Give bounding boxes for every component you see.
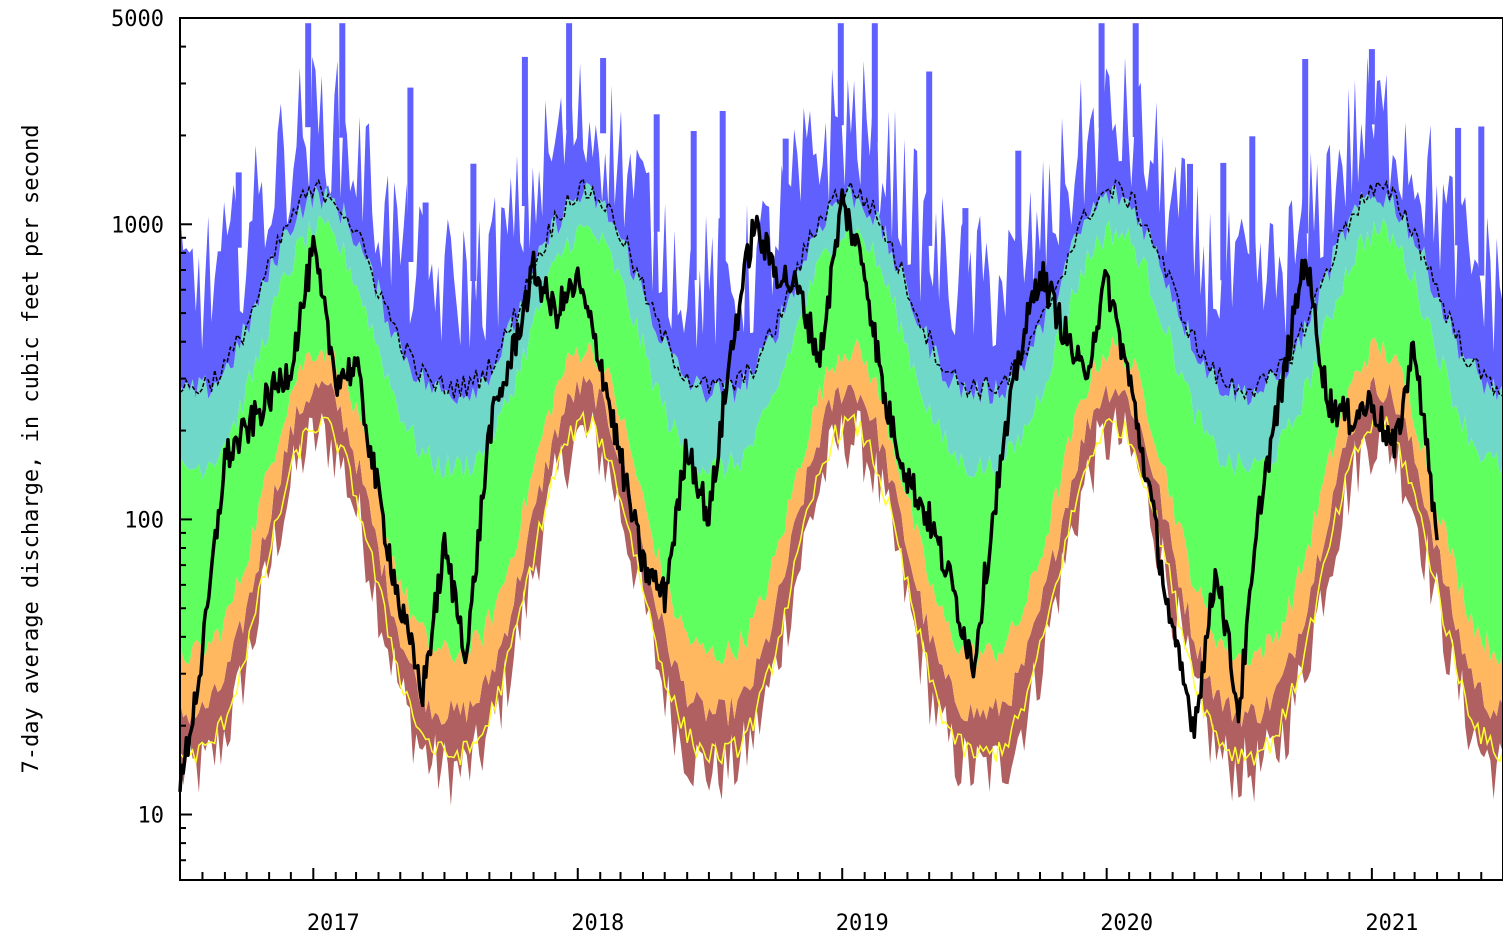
axes: 10 100 1000 5000 2017 2018 2019 2020 2021 (111, 7, 1503, 936)
max-spike (837, 23, 844, 126)
max-spike (339, 23, 346, 138)
max-spike (1249, 136, 1256, 286)
max-spike (1187, 163, 1193, 240)
percentile-bands (180, 23, 1503, 806)
band-p25-p75 (180, 216, 1503, 668)
observed-discharge-line (178, 188, 1439, 792)
max-spike (235, 172, 242, 248)
series-lines (178, 177, 1503, 792)
y-tick-label: 5000 (111, 7, 164, 32)
max-spike (782, 138, 789, 214)
y-tick-label: 10 (138, 804, 165, 829)
yellow-statistic-line (179, 410, 1503, 766)
max-spike (1368, 49, 1375, 125)
band-p90-max (180, 57, 1503, 406)
y-tick-label: 1000 (111, 213, 164, 238)
max-spike (962, 208, 969, 284)
band-p10-p25 (180, 336, 1503, 728)
band-p75-p90 (180, 182, 1503, 480)
y-tick-label: 100 (124, 508, 164, 533)
max-spike (1302, 59, 1309, 234)
max-spike (871, 23, 878, 143)
x-tick-label: 2019 (836, 911, 889, 936)
max-spike (470, 163, 477, 282)
max-spike (926, 71, 933, 246)
max-spike (1015, 150, 1022, 269)
x-tick-label: 2017 (307, 911, 360, 936)
max-spike (521, 56, 528, 207)
max-spike (690, 131, 697, 281)
max-spike (1478, 126, 1485, 276)
max-spike (407, 87, 414, 262)
max-spike (305, 23, 312, 128)
max-spike (422, 202, 429, 278)
max-spike (1220, 162, 1227, 281)
band-min-p10 (180, 375, 1503, 806)
max-spike (1455, 127, 1462, 246)
max-spike (1098, 23, 1105, 128)
y-axis-label: 7-day average discharge, in cubic feet p… (19, 124, 44, 773)
x-tick-label: 2020 (1100, 911, 1153, 936)
max-spike (719, 111, 726, 286)
x-tick-label: 2021 (1365, 911, 1418, 936)
max-spike (566, 23, 573, 131)
max-spike (600, 58, 607, 134)
max-spike (1132, 23, 1139, 138)
max-spike (653, 114, 660, 232)
x-tick-label: 2018 (571, 911, 624, 936)
